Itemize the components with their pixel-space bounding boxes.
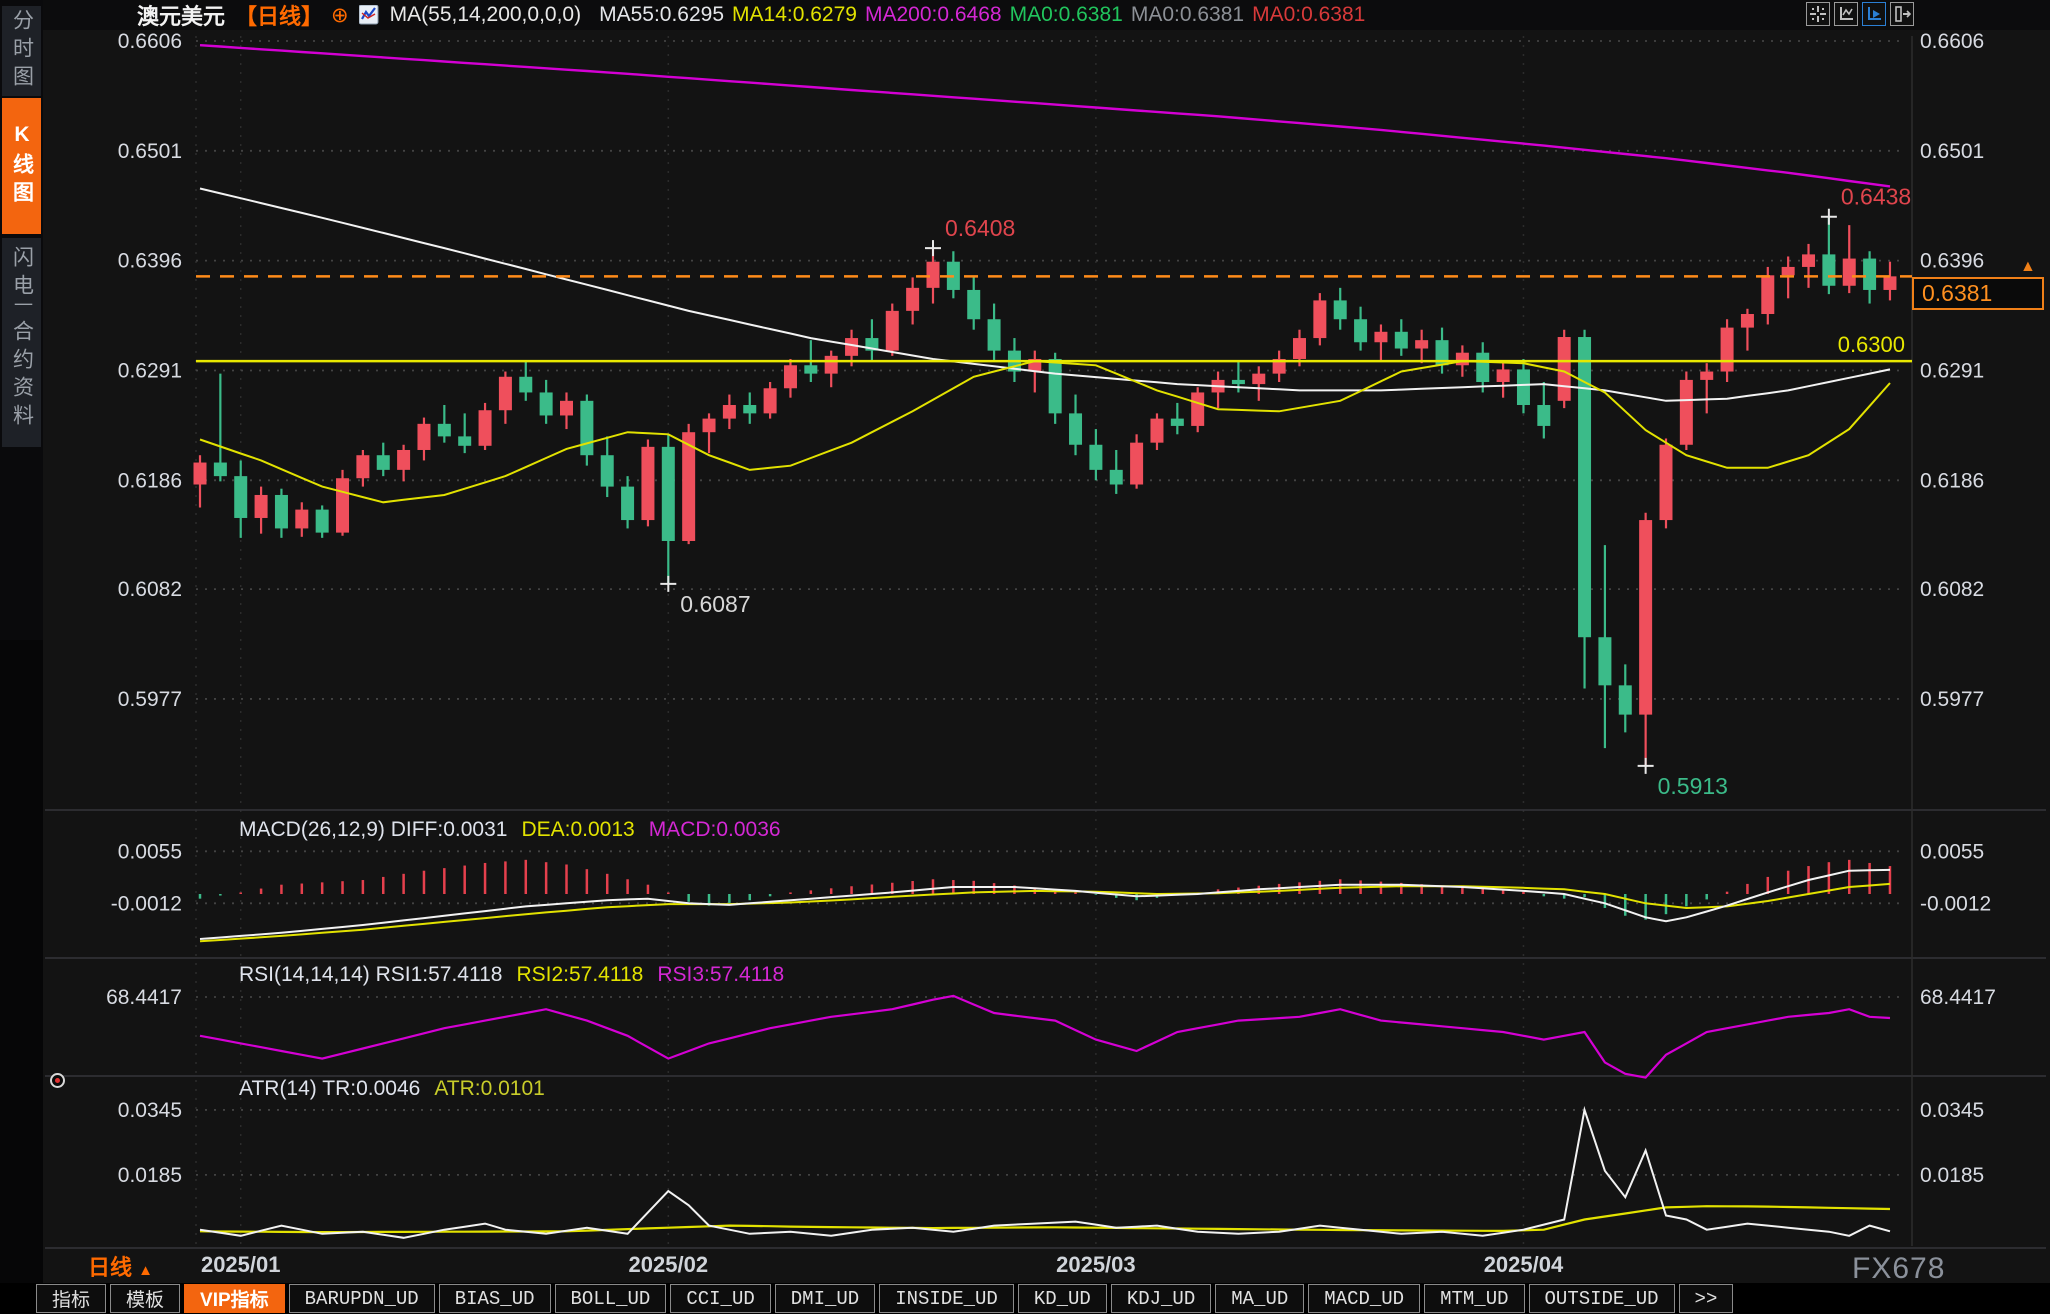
indicator-tabbar: 指标 模板 VIP指标 BARUPDN_UD BIAS_UD BOLL_UD CCI_UD D… [0, 1283, 2050, 1314]
chart-toolbar [1806, 2, 1914, 26]
svg-text:0.0185: 0.0185 [1920, 1164, 1984, 1187]
price-up-arrow-icon: ▲ [2020, 258, 2036, 275]
svg-text:2025/02: 2025/02 [629, 1252, 709, 1277]
axis-style-icon[interactable] [1834, 2, 1858, 26]
signal-dot-icon [50, 1073, 65, 1088]
svg-text:0.0055: 0.0055 [118, 840, 182, 863]
panel-header-label: RSI(14,14,14) RSI1:57.4118 [239, 963, 503, 986]
footer-tab-MA_UD[interactable]: MA_UD [1215, 1284, 1305, 1313]
svg-text:0.6082: 0.6082 [118, 578, 182, 601]
sidebar-item-2[interactable]: K线图 [2, 98, 41, 234]
svg-text:68.4417: 68.4417 [1920, 986, 1996, 1009]
svg-text:0.6186: 0.6186 [1920, 469, 1984, 492]
ma-value-label: MA0:0.6381 [1252, 3, 1366, 26]
svg-text:-0.0012: -0.0012 [1920, 892, 1991, 915]
atr-panel-header: ATR(14) TR:0.0046 ATR:0.0101 [239, 1077, 559, 1101]
footer-tab-BIAS_UD[interactable]: BIAS_UD [438, 1284, 551, 1313]
footer-tab-模板[interactable]: 模板 [110, 1284, 181, 1313]
macd-panel-header: MACD(26,12,9) DIFF:0.0031 DEA:0.0013 MACD:… [239, 818, 795, 842]
svg-text:0.6501: 0.6501 [118, 140, 182, 163]
axis-labels-layer: 0.6606 0.6606 0.6501 0.6501 0.6396 0.6396 0.62… [106, 30, 1996, 1277]
period-selector-label: 日线 [88, 1255, 133, 1280]
panel-header-label: RSI3:57.4118 [657, 963, 785, 986]
ma-value-label: MA200:0.6468 [864, 3, 1002, 26]
svg-text:0.5977: 0.5977 [118, 688, 182, 711]
footer-tab->>[interactable]: >> [1678, 1284, 1734, 1313]
svg-text:0.5913: 0.5913 [1658, 773, 1728, 799]
ma-value-label: MA14:0.6279 [732, 3, 857, 26]
current-price-box: 0.6381 [1912, 277, 2044, 310]
crosshair-tool-icon[interactable] [1806, 2, 1830, 26]
macd-histogram [198, 859, 1892, 920]
ma-value-label: MA55:0.6295 [599, 3, 725, 26]
svg-text:0.6396: 0.6396 [1920, 250, 1984, 273]
panel-header-label: ATR(14) TR:0.0046 [239, 1077, 421, 1100]
ma-value-label: MA0:0.6381 [1009, 3, 1123, 26]
footer-tab-MACD_UD[interactable]: MACD_UD [1308, 1284, 1421, 1313]
svg-text:0.6087: 0.6087 [680, 591, 750, 617]
ma-settings-label: MA(55,14,200,0,0,0) [389, 3, 582, 26]
footer-tab-INSIDE_UD[interactable]: INSIDE_UD [879, 1284, 1014, 1313]
circle-plus-icon[interactable]: ⊕ [331, 3, 349, 27]
panel-header-label: ATR:0.0101 [434, 1077, 545, 1100]
axis-play-icon[interactable] [1862, 2, 1886, 26]
svg-text:0.5977: 0.5977 [1920, 688, 1984, 711]
svg-text:0.6606: 0.6606 [118, 30, 182, 53]
symbol-title: 澳元美元 [137, 4, 226, 29]
svg-text:2025/04: 2025/04 [1484, 1252, 1564, 1277]
footer-tab-OUTSIDE_UD[interactable]: OUTSIDE_UD [1528, 1284, 1675, 1313]
overlay-layer: 0.6300 0.6408 0.6087 0.6438 0.5913 [196, 184, 1912, 799]
svg-text:0.6438: 0.6438 [1841, 184, 1911, 210]
panel-toggle-icon[interactable] [1890, 2, 1914, 26]
svg-text:68.4417: 68.4417 [106, 986, 182, 1009]
svg-text:0.6186: 0.6186 [118, 469, 182, 492]
svg-text:0.6082: 0.6082 [1920, 578, 1984, 601]
svg-text:0.6291: 0.6291 [118, 359, 182, 382]
footer-tab-KD_UD[interactable]: KD_UD [1017, 1284, 1107, 1313]
period-selector[interactable]: 日线 ▲ [88, 1250, 153, 1282]
watermark: FX678 [1852, 1252, 1946, 1285]
grid-layer [45, 36, 2046, 1249]
svg-text:0.6291: 0.6291 [1920, 359, 1984, 382]
panel-header-label: MACD:0.0036 [648, 818, 781, 841]
rsi-panel-header: RSI(14,14,14) RSI1:57.4118 RSI2:57.4118 RS… [239, 963, 798, 987]
svg-text:2025/01: 2025/01 [201, 1252, 281, 1277]
svg-text:0.6606: 0.6606 [1920, 30, 1984, 53]
period-tag: 【日线】 [235, 4, 324, 29]
footer-tab-MTM_UD[interactable]: MTM_UD [1424, 1284, 1525, 1313]
footer-tab-BOLL_UD[interactable]: BOLL_UD [554, 1284, 667, 1313]
panel-header-label: DEA:0.0013 [521, 818, 635, 841]
footer-tab-BARUPDN_UD[interactable]: BARUPDN_UD [288, 1284, 435, 1313]
indicator-chart-icon[interactable] [358, 5, 380, 25]
svg-text:0.6396: 0.6396 [118, 250, 182, 273]
svg-text:0.0055: 0.0055 [1920, 840, 1984, 863]
sidebar-item-1[interactable]: 分时图 [2, 6, 41, 96]
svg-text:-0.0012: -0.0012 [111, 892, 182, 915]
panel-header-label: MACD(26,12,9) DIFF:0.0031 [239, 818, 508, 841]
period-selector-arrow-icon: ▲ [138, 1262, 153, 1279]
footer-tab-KDJ_UD[interactable]: KDJ_UD [1110, 1284, 1212, 1313]
chart-type-sidebar: 分时图 K线图 闪电图 合约资料 [0, 0, 43, 640]
svg-text:2025/03: 2025/03 [1056, 1252, 1136, 1277]
footer-tab-CCI_UD[interactable]: CCI_UD [670, 1284, 771, 1313]
svg-text:0.6501: 0.6501 [1920, 140, 1984, 163]
footer-tab-VIP指标[interactable]: VIP指标 [184, 1284, 285, 1313]
sidebar-item-4[interactable]: 合约资料 [2, 305, 41, 447]
svg-text:0.6300: 0.6300 [1838, 332, 1905, 357]
ma-values-row: MA55:0.6295 MA14:0.6279 MA200:0.6468 MA0:0.… [591, 3, 1365, 27]
chart-header: 澳元美元 【日线】 ⊕ MA(55,14,200,0,0,0) MA55:0.6… [43, 0, 2050, 30]
svg-text:0.0345: 0.0345 [118, 1099, 182, 1122]
svg-text:0.6408: 0.6408 [945, 215, 1015, 241]
footer-tab-DMI_UD[interactable]: DMI_UD [774, 1284, 876, 1313]
footer-tab-指标[interactable]: 指标 [36, 1284, 107, 1313]
panel-header-label: RSI2:57.4118 [516, 963, 644, 986]
ma-value-label: MA0:0.6381 [1130, 3, 1245, 26]
svg-text:0.0185: 0.0185 [118, 1164, 182, 1187]
svg-text:0.0345: 0.0345 [1920, 1099, 1984, 1122]
